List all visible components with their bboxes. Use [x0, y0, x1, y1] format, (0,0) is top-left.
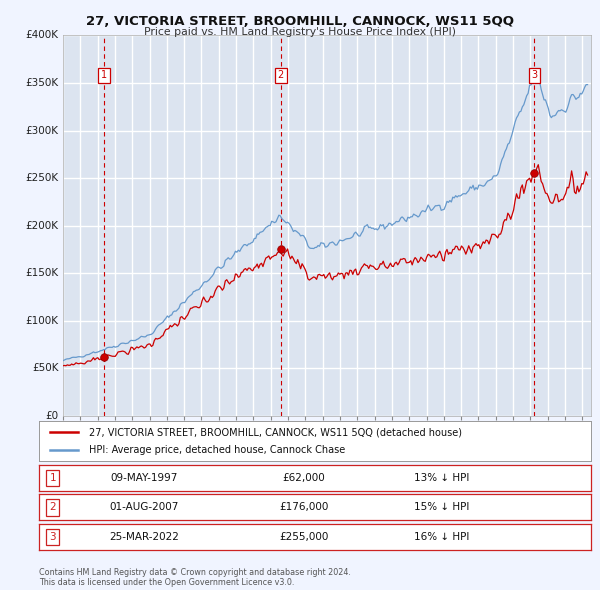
Text: HPI: Average price, detached house, Cannock Chase: HPI: Average price, detached house, Cann… [89, 445, 345, 455]
Text: Price paid vs. HM Land Registry's House Price Index (HPI): Price paid vs. HM Land Registry's House … [144, 27, 456, 37]
Text: £100K: £100K [26, 316, 59, 326]
Text: Contains HM Land Registry data © Crown copyright and database right 2024.
This d: Contains HM Land Registry data © Crown c… [39, 568, 351, 587]
Text: 2: 2 [49, 503, 56, 512]
Text: 3: 3 [532, 70, 538, 80]
Text: 3: 3 [49, 532, 56, 542]
Text: 16% ↓ HPI: 16% ↓ HPI [414, 532, 470, 542]
Text: 15% ↓ HPI: 15% ↓ HPI [414, 503, 470, 512]
Text: £255,000: £255,000 [279, 532, 329, 542]
Text: 09-MAY-1997: 09-MAY-1997 [110, 473, 178, 483]
Text: £0: £0 [46, 411, 59, 421]
Text: £300K: £300K [26, 126, 59, 136]
Text: £62,000: £62,000 [283, 473, 325, 483]
Text: £150K: £150K [26, 268, 59, 278]
Text: 27, VICTORIA STREET, BROOMHILL, CANNOCK, WS11 5QQ (detached house): 27, VICTORIA STREET, BROOMHILL, CANNOCK,… [89, 428, 461, 438]
Text: 25-MAR-2022: 25-MAR-2022 [109, 532, 179, 542]
Text: 2: 2 [278, 70, 284, 80]
Text: £200K: £200K [26, 221, 59, 231]
Text: 27, VICTORIA STREET, BROOMHILL, CANNOCK, WS11 5QQ: 27, VICTORIA STREET, BROOMHILL, CANNOCK,… [86, 15, 514, 28]
Text: 13% ↓ HPI: 13% ↓ HPI [414, 473, 470, 483]
Text: 1: 1 [49, 473, 56, 483]
Text: 01-AUG-2007: 01-AUG-2007 [109, 503, 179, 512]
Text: 1: 1 [101, 70, 107, 80]
Text: £350K: £350K [26, 78, 59, 88]
Text: £50K: £50K [32, 363, 59, 373]
Text: £176,000: £176,000 [279, 503, 329, 512]
Text: £400K: £400K [26, 31, 59, 40]
Text: £250K: £250K [26, 173, 59, 183]
